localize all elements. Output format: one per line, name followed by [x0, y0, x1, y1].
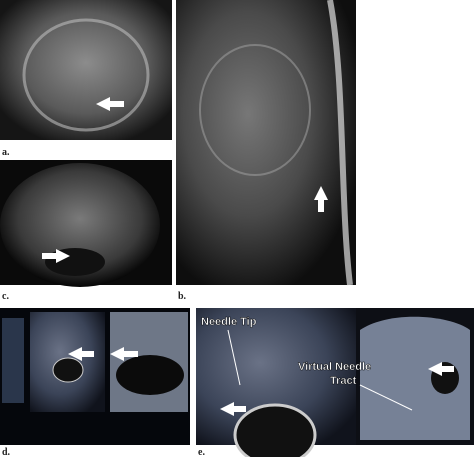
panel-label: c.	[2, 291, 9, 302]
probe	[233, 403, 317, 457]
tissue-band	[327, 0, 353, 286]
mri-image	[0, 0, 172, 140]
annotation: Needle Tip	[201, 316, 257, 328]
arrow	[96, 97, 124, 111]
mri-image	[176, 0, 356, 285]
arrow	[428, 362, 454, 376]
rectum	[45, 248, 105, 276]
arrow	[68, 347, 94, 361]
tissue-outline	[199, 44, 311, 176]
thumbnails	[2, 318, 24, 403]
rectum	[116, 355, 184, 395]
annotation: Virtual Needle	[298, 361, 371, 373]
panel-label: e.	[198, 447, 205, 457]
pointer-line	[359, 384, 413, 411]
probe	[52, 357, 84, 383]
panel-e: Needle Tip Virtual Needle Tract e.	[196, 308, 474, 457]
panel-label: d.	[2, 447, 11, 457]
annotation: Tract	[330, 375, 357, 387]
arrow	[314, 186, 328, 212]
panel-a: a.	[0, 0, 172, 158]
arrow	[220, 402, 246, 416]
pointer-line	[227, 329, 241, 386]
panel-c: c.	[0, 160, 172, 302]
mri-view	[360, 316, 470, 440]
arrow	[110, 347, 138, 361]
panel-label: a.	[2, 147, 10, 158]
tissue-outline	[22, 18, 150, 132]
tissue	[0, 163, 160, 287]
panel-label: b.	[178, 291, 187, 302]
panel-d: d.	[0, 308, 190, 457]
panel-b: b.	[176, 0, 356, 302]
arrow	[42, 249, 70, 263]
